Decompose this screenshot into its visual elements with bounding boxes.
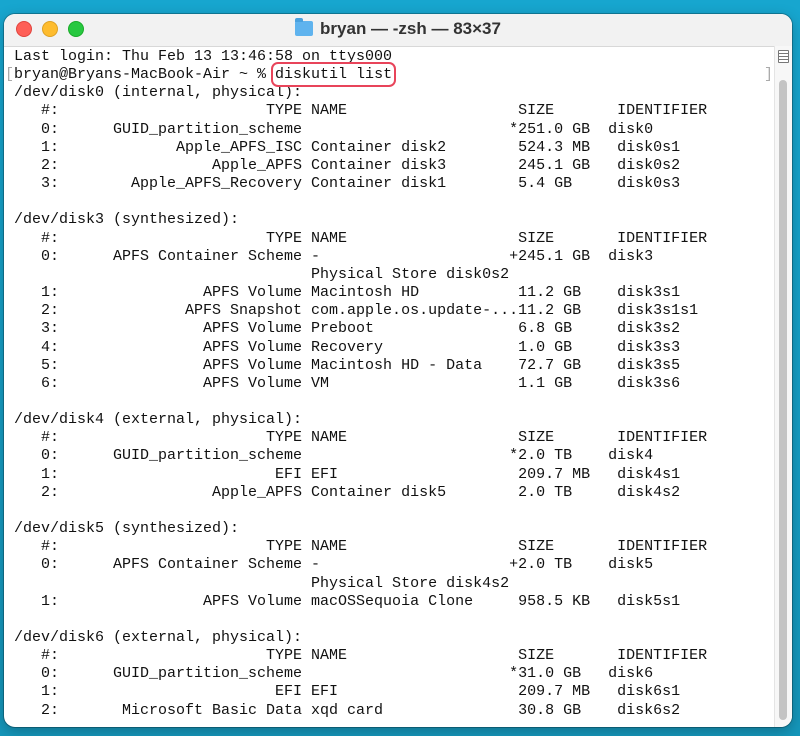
- command-highlighted: diskutil list: [271, 62, 397, 88]
- disk-title: /dev/disk3 (synthesized):: [14, 211, 240, 229]
- column-header: #: TYPE NAME SIZE IDENTIFIER: [14, 102, 708, 120]
- table-row: 5: APFS Volume Macintosh HD - Data 72.7 …: [14, 356, 681, 374]
- table-row: 0: GUID_partition_scheme *2.0 TB disk4: [14, 447, 654, 465]
- prompt: bryan@Bryans-MacBook-Air ~ %: [14, 66, 276, 84]
- terminal-window: bryan — -zsh — 83×37 [ ] Last login: Thu…: [4, 14, 792, 727]
- blank-line: [14, 502, 707, 520]
- terminal-output[interactable]: Last login: Thu Feb 13 13:46:58 on ttys0…: [14, 48, 707, 720]
- table-row: 6: APFS Volume VM 1.1 GB disk3s6: [14, 374, 681, 392]
- blank-line: [14, 193, 707, 211]
- mark-bracket-left: [: [5, 66, 15, 83]
- scrollbar-thumb[interactable]: [779, 80, 787, 720]
- table-row: 3: APFS Volume Preboot 6.8 GB disk3s2: [14, 320, 681, 338]
- last-login-line: Last login: Thu Feb 13 13:46:58 on ttys0…: [14, 48, 393, 65]
- table-row: 2: Microsoft Basic Data xqd card 30.8 GB…: [14, 701, 681, 719]
- zoom-button[interactable]: [68, 21, 84, 37]
- disk-title: /dev/disk5 (synthesized):: [14, 520, 240, 538]
- table-row: Physical Store disk4s2: [14, 574, 510, 592]
- table-row: 1: Apple_APFS_ISC Container disk2 524.3 …: [14, 138, 681, 156]
- table-row: 1: EFI EFI 209.7 MB disk6s1: [14, 683, 681, 701]
- disk-title: /dev/disk4 (external, physical):: [14, 411, 303, 429]
- disk-title: /dev/disk6 (external, physical):: [14, 629, 303, 646]
- title-bar: bryan — -zsh — 83×37: [4, 14, 792, 47]
- table-row: 0: APFS Container Scheme - +245.1 GB dis…: [14, 247, 654, 265]
- close-button[interactable]: [16, 21, 32, 37]
- column-header: #: TYPE NAME SIZE IDENTIFIER: [14, 229, 708, 247]
- blank-line: [14, 611, 707, 629]
- table-row: 1: EFI EFI 209.7 MB disk4s1: [14, 465, 681, 483]
- column-header: #: TYPE NAME SIZE IDENTIFIER: [14, 538, 708, 556]
- column-header: #: TYPE NAME SIZE IDENTIFIER: [14, 647, 708, 665]
- scrollbar[interactable]: [774, 46, 792, 727]
- table-row: 3: Apple_APFS_Recovery Container disk1 5…: [14, 175, 681, 193]
- table-row: 2: APFS Snapshot com.apple.os.update-...…: [14, 302, 699, 320]
- blank-line: [14, 393, 707, 411]
- prompt-line: bryan@Bryans-MacBook-Air ~ % diskutil li…: [14, 62, 707, 88]
- table-row: 0: APFS Container Scheme - +2.0 TB disk5: [14, 556, 654, 574]
- minimize-button[interactable]: [42, 21, 58, 37]
- mark-bracket-right: ]: [764, 66, 774, 83]
- window-title: bryan — -zsh — 83×37: [4, 18, 792, 39]
- list-icon[interactable]: [778, 50, 789, 63]
- table-row: 2: Apple_APFS Container disk5 2.0 TB dis…: [14, 483, 681, 501]
- table-row: 1: APFS Volume macOSSequoia Clone 958.5 …: [14, 592, 681, 610]
- disk-title: /dev/disk0 (internal, physical):: [14, 84, 303, 102]
- folder-icon: [295, 18, 314, 36]
- table-row: 4: APFS Volume Recovery 1.0 GB disk3s3: [14, 338, 681, 356]
- column-header: #: TYPE NAME SIZE IDENTIFIER: [14, 429, 708, 447]
- table-row: 2: Apple_APFS Container disk3 245.1 GB d…: [14, 156, 681, 174]
- table-row: 1: APFS Volume Macintosh HD 11.2 GB disk…: [14, 284, 681, 302]
- table-row: Physical Store disk0s2: [14, 265, 510, 283]
- table-row: 0: GUID_partition_scheme *251.0 GB disk0: [14, 120, 654, 138]
- table-row: 0: GUID_partition_scheme *31.0 GB disk6: [14, 665, 654, 683]
